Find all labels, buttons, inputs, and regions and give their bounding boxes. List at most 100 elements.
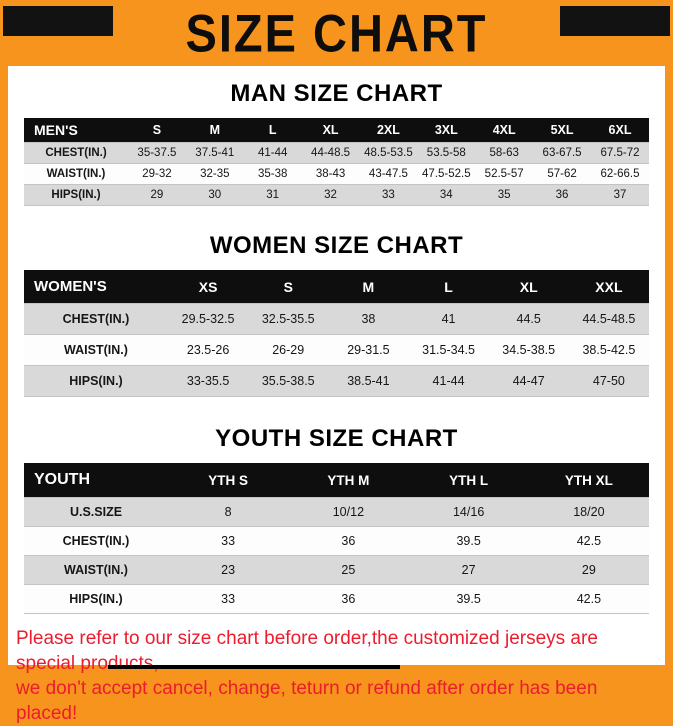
size-value-cell: 38.5-42.5 xyxy=(568,334,649,366)
row-label: CHEST(IN.) xyxy=(24,526,168,556)
size-value-cell: 31.5-34.5 xyxy=(408,334,489,366)
size-value-cell: 58-63 xyxy=(475,142,534,164)
size-column-header: S xyxy=(248,270,329,304)
size-value-cell: 32-35 xyxy=(185,163,244,185)
size-value-cell: 47.5-52.5 xyxy=(417,163,476,185)
table-row: CHEST(IN.) 35-37.5 37.5-41 41-44 44-48.5 48.5… xyxy=(24,142,649,164)
table-row: HIPS(IN.) 29 30 31 32 33 34 35 36 37 xyxy=(24,184,649,206)
size-value-cell: 14/16 xyxy=(408,497,529,527)
size-value-cell: 29-31.5 xyxy=(328,334,409,366)
row-label: WAIST(IN.) xyxy=(24,163,128,185)
table-row: WAIST(IN.) 23 25 27 29 xyxy=(24,555,649,585)
size-value-cell: 39.5 xyxy=(408,584,529,614)
footer-note: Please refer to our size chart before or… xyxy=(16,626,649,726)
size-value-cell: 44-48.5 xyxy=(301,142,360,164)
size-column-header: M xyxy=(328,270,409,304)
size-value-cell: 10/12 xyxy=(288,497,409,527)
man-size-table: MEN'S S M L XL 2XL 3XL 4XL 5XL 6XL CHEST(IN.) 35-37… xyxy=(24,118,649,206)
size-column-header: L xyxy=(408,270,489,304)
size-value-cell: 29-32 xyxy=(128,163,186,185)
size-value-cell: 39.5 xyxy=(408,526,529,556)
row-label: CHEST(IN.) xyxy=(24,303,168,335)
size-column-header: YTH XL xyxy=(528,463,649,498)
row-label: HIPS(IN.) xyxy=(24,184,128,206)
table-row: HIPS(IN.) 33-35.5 35.5-38.5 38.5-41 41-44 44-… xyxy=(24,365,649,397)
size-value-cell: 29 xyxy=(128,184,186,206)
size-value-cell: 8 xyxy=(168,497,289,527)
size-value-cell: 63-67.5 xyxy=(533,142,591,164)
size-value-cell: 18/20 xyxy=(528,497,649,527)
size-column-header: 2XL xyxy=(359,118,418,143)
size-value-cell: 41 xyxy=(408,303,489,335)
size-value-cell: 37.5-41 xyxy=(185,142,244,164)
size-column-header: M xyxy=(185,118,244,143)
size-value-cell: 26-29 xyxy=(248,334,329,366)
size-column-header: YTH M xyxy=(288,463,409,498)
size-value-cell: 48.5-53.5 xyxy=(359,142,418,164)
bottom-edge-mark xyxy=(108,665,400,669)
size-value-cell: 44-47 xyxy=(488,365,569,397)
size-value-cell: 41-44 xyxy=(408,365,489,397)
women-size-table: WOMEN'S XS S M L XL XXL CHEST(IN.) 29.5-32.5 32.5… xyxy=(24,270,649,397)
size-value-cell: 38-43 xyxy=(301,163,360,185)
size-column-header: YTH S xyxy=(168,463,289,498)
section-youth-size-chart: YOUTH SIZE CHART YOUTH YTH S YTH M YTH L YTH… xyxy=(24,425,649,614)
size-value-cell: 27 xyxy=(408,555,529,585)
size-value-cell: 52.5-57 xyxy=(475,163,534,185)
size-column-header: 3XL xyxy=(417,118,476,143)
row-label: WAIST(IN.) xyxy=(24,555,168,585)
size-value-cell: 38 xyxy=(328,303,409,335)
corner-block-right xyxy=(560,6,670,36)
size-value-cell: 25 xyxy=(288,555,409,585)
size-value-cell: 43-47.5 xyxy=(359,163,418,185)
size-value-cell: 33 xyxy=(168,584,289,614)
size-column-header: L xyxy=(243,118,302,143)
corner-block-left xyxy=(3,6,113,36)
size-column-header: XXL xyxy=(568,270,649,304)
size-value-cell: 23 xyxy=(168,555,289,585)
page-title: SIZE CHART xyxy=(185,3,488,63)
size-column-header: 4XL xyxy=(475,118,534,143)
size-value-cell: 36 xyxy=(533,184,591,206)
size-value-cell: 44.5-48.5 xyxy=(568,303,649,335)
row-label: WAIST(IN.) xyxy=(24,334,168,366)
table-row: WAIST(IN.) 23.5-26 26-29 29-31.5 31.5-34.5 34… xyxy=(24,334,649,366)
size-value-cell: 38.5-41 xyxy=(328,365,409,397)
size-value-cell: 67.5-72 xyxy=(591,142,649,164)
row-label: U.S.SIZE xyxy=(24,497,168,527)
table-row: CHEST(IN.) 29.5-32.5 32.5-35.5 38 41 44.5 44.5… xyxy=(24,303,649,335)
size-column-header: XL xyxy=(488,270,569,304)
youth-size-chart-heading: YOUTH SIZE CHART xyxy=(215,425,458,452)
size-value-cell: 57-62 xyxy=(533,163,591,185)
size-value-cell: 23.5-26 xyxy=(168,334,249,366)
size-value-cell: 35 xyxy=(475,184,534,206)
size-value-cell: 32 xyxy=(301,184,360,206)
size-value-cell: 29 xyxy=(528,555,649,585)
size-column-header: YTH L xyxy=(408,463,529,498)
size-value-cell: 42.5 xyxy=(528,526,649,556)
size-value-cell: 35.5-38.5 xyxy=(248,365,329,397)
size-value-cell: 29.5-32.5 xyxy=(168,303,249,335)
table-row: U.S.SIZE 8 10/12 14/16 18/20 xyxy=(24,497,649,527)
row-label: HIPS(IN.) xyxy=(24,584,168,614)
youth-size-table: YOUTH YTH S YTH M YTH L YTH XL U.S.SIZE 8 10/12… xyxy=(24,463,649,614)
size-column-header: XS xyxy=(168,270,249,304)
size-value-cell: 33 xyxy=(359,184,418,206)
size-value-cell: 36 xyxy=(288,526,409,556)
table-header-row: MEN'S S M L XL 2XL 3XL 4XL 5XL 6XL xyxy=(24,118,649,143)
table-row: WAIST(IN.) 29-32 32-35 35-38 38-43 43-47.5 47.… xyxy=(24,163,649,185)
footer-note-line2: we don't accept cancel, change, teturn o… xyxy=(16,678,598,725)
man-size-chart-heading: MAN SIZE CHART xyxy=(230,80,443,107)
size-value-cell: 31 xyxy=(243,184,302,206)
size-column-header: XL xyxy=(301,118,360,143)
size-value-cell: 33-35.5 xyxy=(168,365,249,397)
content-panel: MAN SIZE CHART MEN'S S M L XL 2XL 3XL 4XL 5XL 6XL… xyxy=(8,66,665,724)
table-corner-label: YOUTH xyxy=(24,463,168,498)
size-value-cell: 33 xyxy=(168,526,289,556)
table-corner-label: WOMEN'S xyxy=(24,270,168,304)
size-value-cell: 34 xyxy=(417,184,476,206)
table-corner-label: MEN'S xyxy=(24,118,128,143)
size-column-header: 5XL xyxy=(533,118,591,143)
size-value-cell: 30 xyxy=(185,184,244,206)
size-column-header: 6XL xyxy=(591,118,649,143)
